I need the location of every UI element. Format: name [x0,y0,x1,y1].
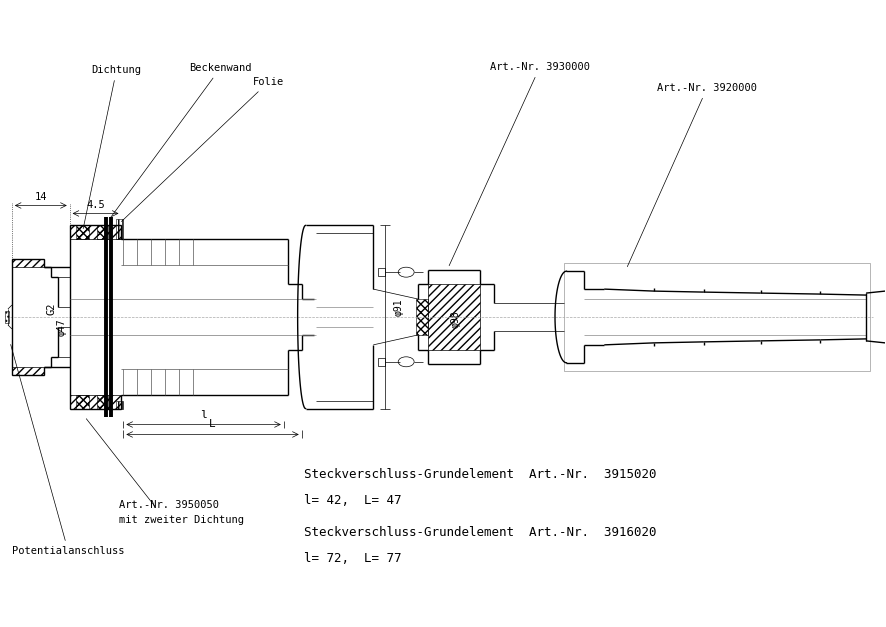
Text: l: l [200,409,206,419]
Text: Art.-Nr. 3930000: Art.-Nr. 3930000 [448,62,589,266]
Text: Steckverschluss-Grundelement  Art.-Nr.  3915020: Steckverschluss-Grundelement Art.-Nr. 39… [303,468,656,482]
Bar [70,225,121,240]
Text: Potentialanschluss: Potentialanschluss [11,345,124,556]
Text: Folie: Folie [121,77,284,221]
Bar [563,263,869,371]
Text: l= 72,  L= 77: l= 72, L= 77 [303,552,400,565]
Text: Dichtung: Dichtung [83,65,142,229]
Bar [75,225,89,240]
Bar [12,259,43,267]
Bar [97,394,108,409]
Text: φ98: φ98 [450,310,461,328]
Bar [428,284,479,350]
Text: G2: G2 [47,303,57,315]
Bar [116,401,123,409]
Text: 4.5: 4.5 [86,201,105,211]
Text: L: L [209,419,215,429]
Text: φ47: φ47 [57,318,66,335]
Bar [116,219,123,240]
Text: Steckverschluss-Grundelement  Art.-Nr.  3916020: Steckverschluss-Grundelement Art.-Nr. 39… [303,526,656,539]
Text: Art.-Nr. 3950050: Art.-Nr. 3950050 [120,500,219,510]
Bar [5,311,9,323]
Text: φ91: φ91 [392,298,403,316]
Bar [416,299,428,335]
Bar [12,367,43,375]
Text: mit zweiter Dichtung: mit zweiter Dichtung [120,515,245,525]
Text: Beckenwand: Beckenwand [110,63,252,218]
Bar [377,358,385,366]
Text: Art.-Nr. 3920000: Art.-Nr. 3920000 [626,83,756,266]
Bar [75,394,89,409]
Bar [97,225,108,240]
Bar [377,268,385,276]
Text: 14: 14 [35,192,47,203]
Text: l= 42,  L= 47: l= 42, L= 47 [303,494,400,507]
Bar [70,394,121,409]
